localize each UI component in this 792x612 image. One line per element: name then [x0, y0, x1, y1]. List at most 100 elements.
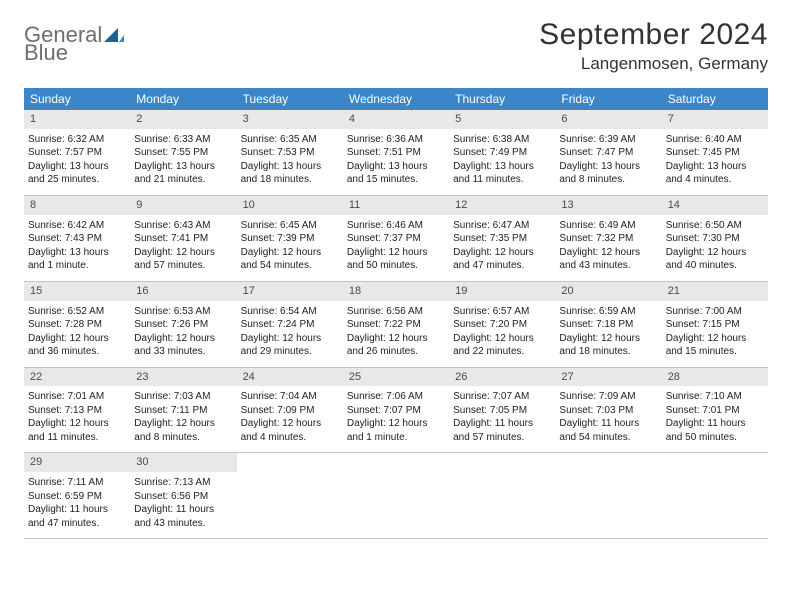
day-number: 11 — [343, 196, 449, 215]
sunset-line: Sunset: 7:39 PM — [241, 232, 339, 246]
day-number: 4 — [343, 110, 449, 129]
week-row: 1Sunrise: 6:32 AMSunset: 7:57 PMDaylight… — [24, 110, 768, 196]
daylight-line: Daylight: 11 hours and 47 minutes. — [28, 503, 126, 530]
daylight-line: Daylight: 13 hours and 4 minutes. — [666, 160, 764, 187]
sunrise-line: Sunrise: 6:40 AM — [666, 133, 764, 147]
sunrise-line: Sunrise: 7:04 AM — [241, 390, 339, 404]
calendar: SundayMondayTuesdayWednesdayThursdayFrid… — [24, 88, 768, 539]
day-cell: 28Sunrise: 7:10 AMSunset: 7:01 PMDayligh… — [662, 368, 768, 453]
sunset-line: Sunset: 7:07 PM — [347, 404, 445, 418]
sunrise-line: Sunrise: 6:50 AM — [666, 219, 764, 233]
daylight-line: Daylight: 13 hours and 25 minutes. — [28, 160, 126, 187]
daylight-line: Daylight: 12 hours and 36 minutes. — [28, 332, 126, 359]
day-cell: 2Sunrise: 6:33 AMSunset: 7:55 PMDaylight… — [130, 110, 236, 195]
daylight-line: Daylight: 11 hours and 50 minutes. — [666, 417, 764, 444]
day-number: 12 — [449, 196, 555, 215]
daylight-line: Daylight: 13 hours and 21 minutes. — [134, 160, 232, 187]
sunrise-line: Sunrise: 7:07 AM — [453, 390, 551, 404]
week-row: 15Sunrise: 6:52 AMSunset: 7:28 PMDayligh… — [24, 282, 768, 368]
day-cell: 25Sunrise: 7:06 AMSunset: 7:07 PMDayligh… — [343, 368, 449, 453]
day-number: 3 — [237, 110, 343, 129]
sunrise-line: Sunrise: 7:01 AM — [28, 390, 126, 404]
daylight-line: Daylight: 12 hours and 47 minutes. — [453, 246, 551, 273]
sunset-line: Sunset: 7:24 PM — [241, 318, 339, 332]
sunset-line: Sunset: 7:22 PM — [347, 318, 445, 332]
day-number: 18 — [343, 282, 449, 301]
sunset-line: Sunset: 7:55 PM — [134, 146, 232, 160]
sunset-line: Sunset: 7:03 PM — [559, 404, 657, 418]
day-number: 2 — [130, 110, 236, 129]
day-number: 26 — [449, 368, 555, 387]
day-cell: 18 Sunrise: 6:56 AMSunset: 7:22 PMDayligh… — [343, 282, 449, 367]
daylight-line: Daylight: 12 hours and 4 minutes. — [241, 417, 339, 444]
dow-thursday: Thursday — [449, 88, 555, 110]
sunset-line: Sunset: 7:20 PM — [453, 318, 551, 332]
day-number: 5 — [449, 110, 555, 129]
day-cell: 12Sunrise: 6:47 AMSunset: 7:35 PMDayligh… — [449, 196, 555, 281]
day-number: 1 — [24, 110, 130, 129]
dow-monday: Monday — [130, 88, 236, 110]
logo-sail-icon — [104, 22, 124, 47]
day-cell: 30Sunrise: 7:13 AMSunset: 6:56 PMDayligh… — [130, 453, 236, 538]
daylight-line: Daylight: 12 hours and 11 minutes. — [28, 417, 126, 444]
day-number: 6 — [555, 110, 661, 129]
daylight-line: Daylight: 12 hours and 22 minutes. — [453, 332, 551, 359]
sunset-line: Sunset: 7:11 PM — [134, 404, 232, 418]
sunrise-line: Sunrise: 7:09 AM — [559, 390, 657, 404]
dow-header: SundayMondayTuesdayWednesdayThursdayFrid… — [24, 88, 768, 110]
daylight-line: Daylight: 12 hours and 26 minutes. — [347, 332, 445, 359]
daylight-line: Daylight: 13 hours and 1 minute. — [28, 246, 126, 273]
day-number: 16 — [130, 282, 236, 301]
dow-saturday: Saturday — [662, 88, 768, 110]
day-number: 17 — [237, 282, 343, 301]
daylight-line: Daylight: 12 hours and 29 minutes. — [241, 332, 339, 359]
day-cell: 16Sunrise: 6:53 AMSunset: 7:26 PMDayligh… — [130, 282, 236, 367]
day-number: 23 — [130, 368, 236, 387]
week-row: 8Sunrise: 6:42 AMSunset: 7:43 PMDaylight… — [24, 196, 768, 282]
dow-friday: Friday — [555, 88, 661, 110]
daylight-line: Daylight: 11 hours and 43 minutes. — [134, 503, 232, 530]
sunrise-line: Sunrise: 6:42 AM — [28, 219, 126, 233]
day-cell: 17Sunrise: 6:54 AMSunset: 7:24 PMDayligh… — [237, 282, 343, 367]
sunset-line: Sunset: 7:35 PM — [453, 232, 551, 246]
sunset-line: Sunset: 7:30 PM — [666, 232, 764, 246]
day-cell — [343, 453, 449, 538]
dow-sunday: Sunday — [24, 88, 130, 110]
sunrise-line: Sunrise: 6:53 AM — [134, 305, 232, 319]
daylight-line: Daylight: 12 hours and 1 minute. — [347, 417, 445, 444]
daylight-line: Daylight: 12 hours and 40 minutes. — [666, 246, 764, 273]
sunset-line: Sunset: 6:56 PM — [134, 490, 232, 504]
day-cell: 23Sunrise: 7:03 AMSunset: 7:11 PMDayligh… — [130, 368, 236, 453]
dow-wednesday: Wednesday — [343, 88, 449, 110]
sunrise-line: Sunrise: 7:00 AM — [666, 305, 764, 319]
day-cell: 19Sunrise: 6:57 AMSunset: 7:20 PMDayligh… — [449, 282, 555, 367]
daylight-line: Daylight: 12 hours and 50 minutes. — [347, 246, 445, 273]
day-cell: 11Sunrise: 6:46 AMSunset: 7:37 PMDayligh… — [343, 196, 449, 281]
week-row: 22Sunrise: 7:01 AMSunset: 7:13 PMDayligh… — [24, 368, 768, 454]
daylight-line: Daylight: 12 hours and 33 minutes. — [134, 332, 232, 359]
day-number: 29 — [24, 453, 130, 472]
sunset-line: Sunset: 7:41 PM — [134, 232, 232, 246]
logo-word2: Blue — [24, 40, 68, 65]
location-label: Langenmosen, Germany — [539, 54, 768, 74]
sunset-line: Sunset: 7:09 PM — [241, 404, 339, 418]
sunset-line: Sunset: 7:32 PM — [559, 232, 657, 246]
daylight-line: Daylight: 11 hours and 54 minutes. — [559, 417, 657, 444]
sunset-line: Sunset: 7:51 PM — [347, 146, 445, 160]
day-number: 20 — [555, 282, 661, 301]
day-cell — [237, 453, 343, 538]
day-cell: 8Sunrise: 6:42 AMSunset: 7:43 PMDaylight… — [24, 196, 130, 281]
week-row: 29Sunrise: 7:11 AMSunset: 6:59 PMDayligh… — [24, 453, 768, 539]
day-number: 22 — [24, 368, 130, 387]
header: General Blue September 2024 Langenmosen,… — [24, 18, 768, 74]
sunset-line: Sunset: 7:05 PM — [453, 404, 551, 418]
day-cell: 21Sunrise: 7:00 AMSunset: 7:15 PMDayligh… — [662, 282, 768, 367]
day-number: 28 — [662, 368, 768, 387]
sunrise-line: Sunrise: 6:59 AM — [559, 305, 657, 319]
sunrise-line: Sunrise: 6:49 AM — [559, 219, 657, 233]
day-cell: 29Sunrise: 7:11 AMSunset: 6:59 PMDayligh… — [24, 453, 130, 538]
sunrise-line: Sunrise: 6:36 AM — [347, 133, 445, 147]
sunset-line: Sunset: 7:37 PM — [347, 232, 445, 246]
sunrise-line: Sunrise: 6:32 AM — [28, 133, 126, 147]
sunrise-line: Sunrise: 6:56 AM — [347, 305, 445, 319]
